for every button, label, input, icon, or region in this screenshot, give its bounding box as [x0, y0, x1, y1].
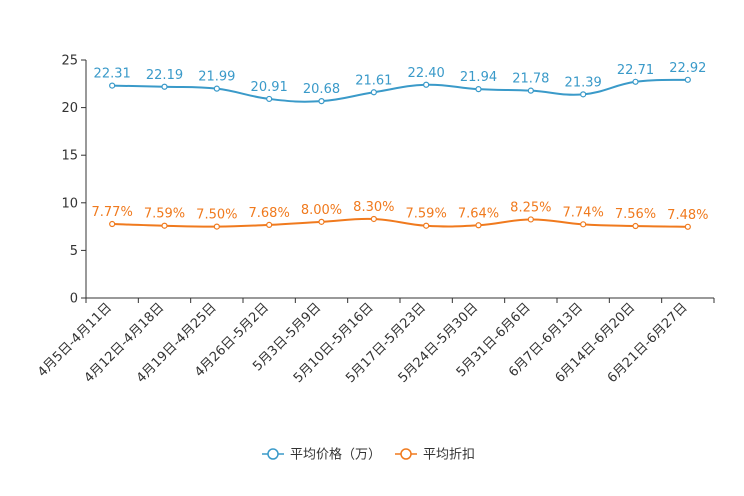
data-label: 8.00% [301, 203, 342, 218]
legend-marker-icon [400, 448, 412, 460]
legend-item-2: 平均折扣 [395, 448, 475, 463]
data-point [632, 78, 639, 85]
data-label: 7.74% [563, 205, 604, 220]
data-point [527, 87, 534, 94]
data-point [423, 222, 430, 229]
legend-label: 平均价格（万） [290, 447, 381, 463]
data-label: 22.31 [94, 67, 131, 82]
legend: 平均价格（万） 平均折扣 [262, 447, 475, 463]
data-point [632, 222, 639, 230]
data-point [109, 220, 116, 228]
data-label: 21.61 [355, 73, 392, 88]
y-tick-label: 25 [61, 54, 78, 69]
data-point [318, 98, 325, 105]
x-axis: 4月5日-4月11日4月12日-4月18日4月19日-4月25日4月26日-5月… [35, 297, 715, 386]
data-point [370, 89, 377, 96]
data-point [213, 223, 220, 230]
data-label: 21.94 [460, 70, 497, 85]
data-point [684, 223, 691, 230]
data-label: 7.59% [406, 207, 447, 222]
data-label: 7.59% [144, 207, 185, 222]
y-tick-label: 0 [70, 292, 78, 307]
data-label: 20.68 [303, 82, 340, 97]
data-label: 7.64% [458, 206, 499, 221]
series-line [112, 217, 688, 228]
series-line [112, 78, 688, 103]
data-label: 21.99 [198, 70, 235, 85]
data-label: 22.71 [617, 63, 654, 78]
data-label: 7.56% [615, 207, 656, 222]
data-label: 7.48% [667, 208, 708, 223]
data-label: 8.25% [510, 200, 551, 215]
data-point [475, 86, 482, 93]
data-label: 7.77% [92, 205, 133, 220]
legend-marker-icon [267, 448, 279, 460]
data-point [475, 222, 482, 229]
data-point [161, 83, 168, 90]
data-point [423, 81, 430, 88]
data-point [161, 222, 168, 229]
data-point [580, 91, 587, 98]
data-label: 20.91 [251, 80, 288, 95]
data-point [318, 218, 325, 225]
data-label: 22.40 [408, 66, 445, 81]
data-label: 21.39 [565, 75, 602, 90]
data-label: 8.30% [353, 200, 394, 215]
y-axis: 0 5 10 15 20 25 [61, 54, 87, 307]
data-label: 22.92 [669, 61, 706, 76]
legend-label: 平均折扣 [423, 448, 475, 463]
data-label: 22.19 [146, 68, 183, 83]
data-point [580, 221, 587, 228]
series-1: 22.31 22.19 21.99 20.91 20.68 21.61 22.40 21.94… [94, 61, 706, 105]
data-point [213, 85, 220, 92]
data-point [684, 76, 691, 83]
data-point [109, 82, 116, 89]
legend-item-1: 平均价格（万） [262, 447, 381, 463]
data-point [527, 216, 534, 223]
data-point [266, 95, 273, 103]
series-layer: 22.31 22.19 21.99 20.91 20.68 21.61 22.40 21.94… [92, 61, 708, 230]
data-point [266, 221, 273, 228]
y-tick-label: 15 [61, 149, 78, 164]
data-label: 7.50% [196, 208, 237, 223]
y-tick-label: 5 [70, 244, 78, 259]
series-2: 7.77% 7.59% 7.50% 7.68% 8.00% 8.30% 7.59% 7.64%… [92, 200, 708, 230]
y-tick-label: 10 [61, 196, 78, 211]
data-label: 7.68% [249, 206, 290, 221]
y-tick-label: 20 [61, 101, 78, 116]
data-label: 21.78 [512, 72, 549, 87]
data-point [370, 215, 377, 223]
